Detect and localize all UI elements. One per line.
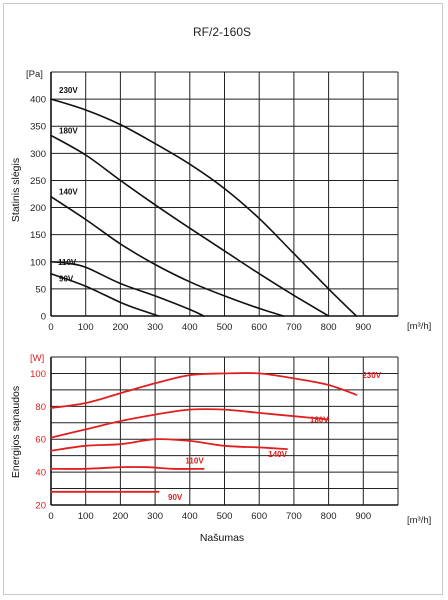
power-x-tick-label: 300: [147, 511, 163, 522]
power-y-tick-label: 60: [35, 435, 46, 446]
pressure-grid: [50, 71, 399, 317]
pressure-x-tick-label: 600: [251, 322, 267, 333]
power-axis-label: Energijos sąnaudos: [10, 386, 22, 478]
pressure-y-tick-label: 0: [41, 312, 46, 323]
pressure-series: 230V 180V 140V 110V 90V: [50, 86, 358, 317]
pressure-y-tick-label: 250: [30, 176, 46, 187]
pressure-series-label-230v: 230V: [59, 86, 78, 95]
pressure-x-tick-label: 400: [182, 322, 198, 333]
pressure-y-tick-label: 150: [30, 230, 46, 241]
power-x-tick-label: 500: [217, 511, 233, 522]
power-series-label-140v: 140V: [268, 450, 287, 459]
power-x-tick-label: 0: [48, 511, 53, 522]
pressure-y-tick-label: 300: [30, 149, 46, 160]
pressure-x-tick-label: 100: [78, 322, 94, 333]
pressure-y-tick-label: 350: [30, 122, 46, 133]
pressure-series-label-180v: 180V: [59, 126, 78, 135]
power-series-line-140v: [50, 438, 288, 452]
power-x-tick-label: 100: [78, 511, 94, 522]
pressure-x-tick-label: 200: [112, 322, 128, 333]
power-x-tick-label: 700: [286, 511, 302, 522]
pressure-x-tick-label: 700: [286, 322, 302, 333]
flow-axis-label: Našumas: [200, 532, 244, 544]
pressure-flow-unit-label: [m³/h]: [407, 321, 431, 332]
pressure-y-tick-label: 50: [35, 284, 46, 295]
power-y-tick-label: 40: [35, 468, 46, 479]
pressure-series-line-110v: [50, 261, 205, 317]
pressure-series-line-90v: [50, 272, 160, 317]
power-series-label-180v: 180V: [310, 415, 329, 424]
power-y-tick-label: 80: [35, 402, 46, 413]
pressure-series-label-110v: 110V: [58, 258, 77, 267]
pressure-x-tick-label: 800: [321, 322, 337, 333]
power-y-tick-label: 20: [35, 501, 46, 512]
power-flow-unit-label: [m³/h]: [407, 515, 431, 526]
power-x-tick-label: 600: [251, 511, 267, 522]
pressure-x-tick-label: 0: [48, 322, 53, 333]
pressure-series-line-140v: [50, 195, 285, 317]
pressure-series-label-140v: 140V: [59, 188, 78, 197]
power-x-tick-label: 400: [182, 511, 198, 522]
pressure-x-tick-label: 500: [217, 322, 233, 333]
pressure-y-tick-label: 400: [30, 95, 46, 106]
pressure-x-tick-label: 900: [355, 322, 371, 333]
pressure-unit-label: [Pa]: [26, 69, 43, 80]
chart-frame: [3, 3, 443, 595]
pressure-axis-label: Statinis slėgis: [10, 158, 22, 222]
power-x-tick-label: 900: [355, 511, 371, 522]
pressure-y-tick-label: 200: [30, 203, 46, 214]
power-unit-label: [W]: [30, 353, 44, 364]
power-series-line-180v: [50, 408, 330, 439]
power-y-tick-label: 100: [30, 369, 46, 380]
pressure-ticks: 0 100 200 300 400 500 600 700 800 900 0 50 100 150 200…: [30, 95, 371, 333]
power-series-label-90v: 90V: [168, 493, 183, 502]
power-grid: [50, 356, 399, 506]
power-series-label-230v: 230V: [362, 371, 381, 380]
power-x-tick-label: 800: [321, 511, 337, 522]
power-series-label-110v: 110V: [185, 457, 204, 466]
pressure-series-label-90v: 90V: [59, 275, 74, 284]
pressure-x-tick-label: 300: [147, 322, 163, 333]
power-series-line-110v: [50, 466, 205, 470]
pressure-y-tick-label: 100: [30, 257, 46, 268]
power-x-tick-label: 200: [112, 511, 128, 522]
power-series: 230V 180V 140V 110V 90V: [50, 371, 382, 502]
pressure-series-line-230v: [50, 98, 358, 317]
chart-title: RF/2-160S: [193, 25, 251, 39]
pressure-series-line-180v: [50, 134, 330, 317]
power-series-line-230v: [50, 372, 358, 409]
power-ticks: 0 100 200 300 400 500 600 700 800 900 20 40 60 80 100: [30, 369, 371, 522]
